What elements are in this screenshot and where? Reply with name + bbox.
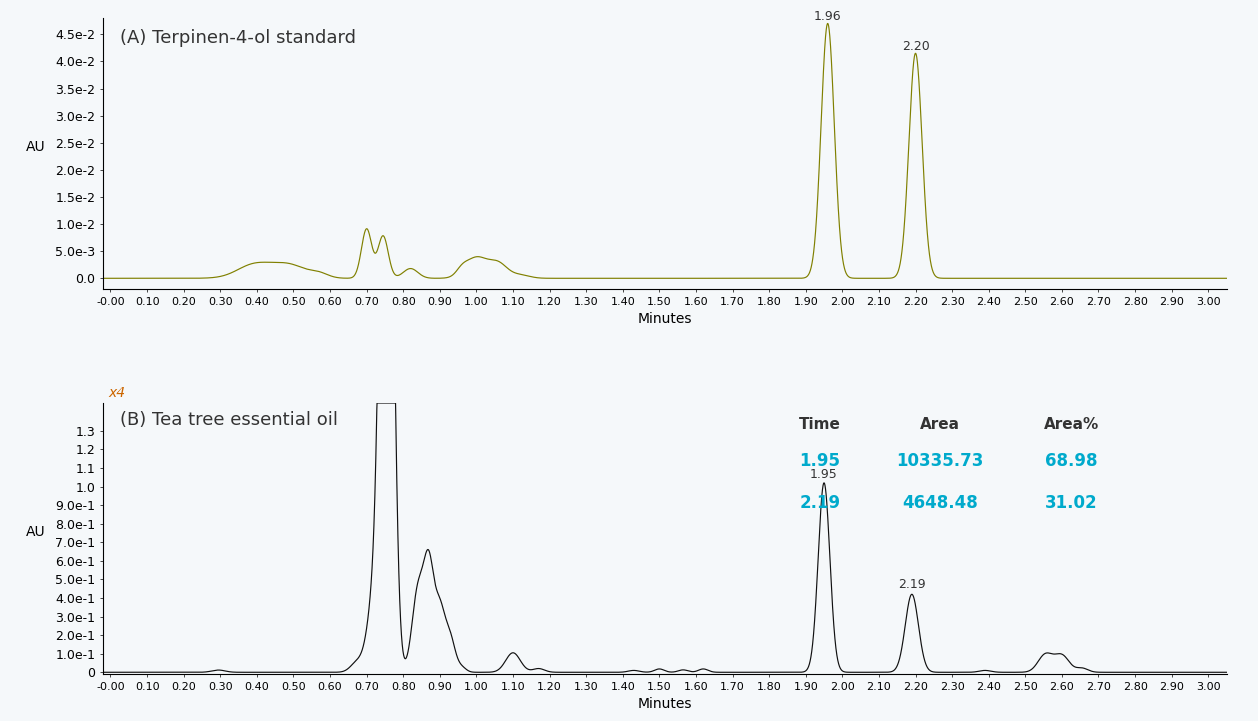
Text: 10335.73: 10335.73: [897, 452, 984, 470]
Text: 4648.48: 4648.48: [902, 494, 977, 512]
Text: Area%: Area%: [1044, 417, 1099, 432]
Text: Area: Area: [920, 417, 960, 432]
Text: 1.96: 1.96: [814, 10, 842, 24]
Text: 2.19: 2.19: [898, 578, 926, 590]
Text: 31.02: 31.02: [1045, 494, 1098, 512]
Text: 1.95: 1.95: [799, 452, 840, 470]
Text: (B) Tea tree essential oil: (B) Tea tree essential oil: [120, 411, 338, 429]
X-axis label: Minutes: Minutes: [638, 312, 692, 327]
Text: 68.98: 68.98: [1045, 452, 1098, 470]
X-axis label: Minutes: Minutes: [638, 697, 692, 712]
Text: 2.20: 2.20: [902, 40, 930, 53]
Y-axis label: AU: AU: [26, 140, 45, 154]
Y-axis label: AU: AU: [26, 525, 45, 539]
Text: (A) Terpinen-4-ol standard: (A) Terpinen-4-ol standard: [120, 29, 356, 47]
Text: 2.19: 2.19: [799, 494, 840, 512]
Text: x4: x4: [108, 386, 126, 400]
Text: 1.95: 1.95: [810, 468, 838, 481]
Text: Time: Time: [799, 417, 840, 432]
